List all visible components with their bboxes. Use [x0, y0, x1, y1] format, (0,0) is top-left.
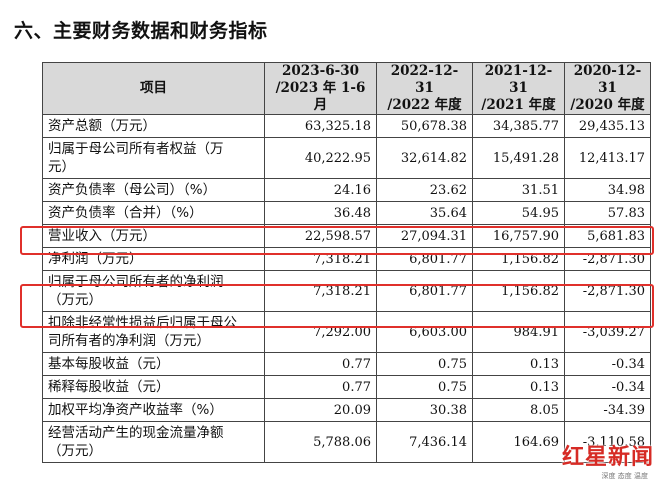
cell-value: 54.95 [472, 201, 565, 225]
row-label: 净利润（万元） [42, 247, 265, 271]
cell-value: 50,678.38 [376, 114, 473, 138]
row-label: 资产总额（万元） [42, 114, 265, 138]
cell-value: 31.51 [472, 178, 565, 202]
cell-value: 0.13 [472, 352, 565, 376]
header-item: 项目 [42, 62, 265, 115]
cell-value: 7,436.14 [376, 421, 473, 463]
cell-value: 24.16 [264, 178, 377, 202]
cell-value: 164.69 [472, 421, 565, 463]
cell-value: 27,094.31 [376, 224, 473, 248]
cell-value: 32,614.82 [376, 137, 473, 179]
cell-value: 20.09 [264, 398, 377, 422]
cell-value: 5,788.06 [264, 421, 377, 463]
row-label: 基本每股收益（元） [42, 352, 265, 376]
header-2021: 2021-12-31/2021 年度 [472, 62, 565, 115]
cell-value: 30.38 [376, 398, 473, 422]
header-2023h1: 2023-6-30/2023 年 1-6 月 [264, 62, 377, 115]
row-label: 资产负债率（母公司）（%） [42, 178, 265, 202]
row-diluted-eps: 稀释每股收益（元） 0.77 0.75 0.13 -0.34 [42, 375, 651, 399]
row-label: 归属于母公司所有者权益（万 元） [42, 137, 265, 179]
cell-value: 12,413.17 [564, 137, 651, 179]
cell-value: 0.13 [472, 375, 565, 399]
cell-value: 8.05 [472, 398, 565, 422]
row-debt-ratio-consolidated: 资产负债率（合并）（%） 36.48 35.64 54.95 57.83 [42, 201, 651, 225]
cell-value: 36.48 [264, 201, 377, 225]
row-debt-ratio-parent: 资产负债率（母公司）（%） 24.16 23.62 31.51 34.98 [42, 178, 651, 202]
cell-value: 6,801.77 [376, 270, 473, 312]
cell-value: 6,801.77 [376, 247, 473, 271]
cell-value: -3,110.58 [564, 421, 651, 463]
watermark-logo-text: 红星新闻 [561, 445, 654, 470]
financial-data-table: 项目 2023-6-30/2023 年 1-6 月 2022-12-31/202… [42, 62, 651, 463]
cell-value: 1,156.82 [472, 247, 565, 271]
cell-value: 34,385.77 [472, 114, 565, 138]
cell-value: -3,039.27 [564, 311, 651, 353]
watermark-slogan: 深度 态度 温度 [601, 472, 648, 480]
cell-value: 1,156.82 [472, 270, 565, 312]
cell-value: 984.91 [472, 311, 565, 353]
cell-value: 22,598.57 [264, 224, 377, 248]
cell-value: -34.39 [564, 398, 651, 422]
cell-value: 6,603.00 [376, 311, 473, 353]
cell-value: 35.64 [376, 201, 473, 225]
cell-value: 7,318.21 [264, 247, 377, 271]
row-weighted-roe: 加权平均净资产收益率（%） 20.09 30.38 8.05 -34.39 [42, 398, 651, 422]
cell-value: 23.62 [376, 178, 473, 202]
row-label: 加权平均净资产收益率（%） [42, 398, 265, 422]
header-2022: 2022-12-31/2022 年度 [376, 62, 473, 115]
cell-value: -0.34 [564, 375, 651, 399]
header-2020: 2020-12-31/2020 年度 [564, 62, 651, 115]
cell-value: 0.77 [264, 352, 377, 376]
cell-value: 0.75 [376, 375, 473, 399]
row-parent-net-profit: 归属于母公司所有者的净利润 （万元） 7,318.21 6,801.77 1,15… [42, 270, 651, 312]
cell-value: 5,681.83 [564, 224, 651, 248]
row-total-assets: 资产总额（万元） 63,325.18 50,678.38 34,385.77 2… [42, 114, 651, 138]
row-label: 扣除非经常性损益后归属于母公 司所有者的净利润（万元） [42, 311, 265, 353]
table-header-row: 项目 2023-6-30/2023 年 1-6 月 2022-12-31/202… [42, 62, 651, 115]
watermark-logo: 红星新闻 深度 态度 温度 [558, 439, 654, 481]
row-label: 资产负债率（合并）（%） [42, 201, 265, 225]
row-label: 经营活动产生的现金流量净额 （万元） [42, 421, 265, 463]
cell-value: 0.75 [376, 352, 473, 376]
row-label: 归属于母公司所有者的净利润 （万元） [42, 270, 265, 312]
cell-value: 0.77 [264, 375, 377, 399]
section-title: 六、主要财务数据和财务指标 [14, 20, 268, 42]
cell-value: -2,871.30 [564, 247, 651, 271]
row-basic-eps: 基本每股收益（元） 0.77 0.75 0.13 -0.34 [42, 352, 651, 376]
row-net-profit: 净利润（万元） 7,318.21 6,801.77 1,156.82 -2,87… [42, 247, 651, 271]
row-label: 营业收入（万元） [42, 224, 265, 248]
cell-value: 7,292.00 [264, 311, 377, 353]
cell-value: 29,435.13 [564, 114, 651, 138]
cell-value: -0.34 [564, 352, 651, 376]
cell-value: -2,871.30 [564, 270, 651, 312]
row-operating-revenue: 营业收入（万元） 22,598.57 27,094.31 16,757.90 5… [42, 224, 651, 248]
row-deducted-net-profit: 扣除非经常性损益后归属于母公 司所有者的净利润（万元） 7,292.00 6,60… [42, 311, 651, 353]
cell-value: 16,757.90 [472, 224, 565, 248]
cell-value: 7,318.21 [264, 270, 377, 312]
cell-value: 63,325.18 [264, 114, 377, 138]
cell-value: 40,222.95 [264, 137, 377, 179]
row-parent-equity: 归属于母公司所有者权益（万 元） 40,222.95 32,614.82 15,4… [42, 137, 651, 179]
cell-value: 15,491.28 [472, 137, 565, 179]
row-label: 稀释每股收益（元） [42, 375, 265, 399]
row-operating-cash-flow: 经营活动产生的现金流量净额 （万元） 5,788.06 7,436.14 164.… [42, 421, 651, 463]
cell-value: 34.98 [564, 178, 651, 202]
cell-value: 57.83 [564, 201, 651, 225]
